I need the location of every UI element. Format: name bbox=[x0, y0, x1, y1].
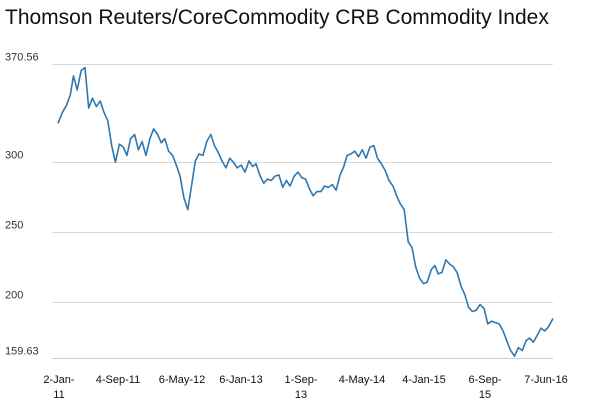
series-layer bbox=[57, 66, 554, 357]
x-tick-label: 4-Sep-11 bbox=[96, 374, 140, 386]
y-tick-label: 250 bbox=[5, 220, 23, 232]
y-tick-label: 370.56 bbox=[5, 52, 39, 64]
y-tick-label: 159.63 bbox=[5, 346, 39, 358]
y-axis-ticks: 370.56 300 250 200 159.63 bbox=[5, 52, 39, 358]
gridlines bbox=[52, 64, 553, 359]
x-tick-label: 6-Jan-13 bbox=[219, 374, 262, 386]
y-tick-label: 200 bbox=[5, 290, 23, 302]
x-tick-label: 4-May-14 bbox=[339, 374, 385, 386]
chart-title: Thomson Reuters/CoreCommodity CRB Commod… bbox=[5, 6, 549, 29]
x-tick-label: 6-Sep- bbox=[468, 374, 501, 386]
x-tick-label-line2: 11 bbox=[53, 389, 64, 401]
y-tick-label: 300 bbox=[5, 150, 23, 162]
series-line bbox=[57, 66, 554, 357]
x-tick-label: 6-May-12 bbox=[159, 374, 205, 386]
x-tick-label: 4-Jan-15 bbox=[402, 374, 445, 386]
x-axis-ticks: 2-Jan- 11 4-Sep-11 6-May-12 6-Jan-13 1-Sep- 13… bbox=[43, 374, 567, 401]
x-tick-label: 7-Jun-16 bbox=[524, 374, 567, 386]
x-tick-label: 2-Jan- bbox=[43, 374, 75, 386]
x-tick-label: 1-Sep- bbox=[284, 374, 317, 386]
x-tick-label-line2: 15 bbox=[479, 389, 491, 401]
x-tick-label-line2: 13 bbox=[295, 389, 307, 401]
